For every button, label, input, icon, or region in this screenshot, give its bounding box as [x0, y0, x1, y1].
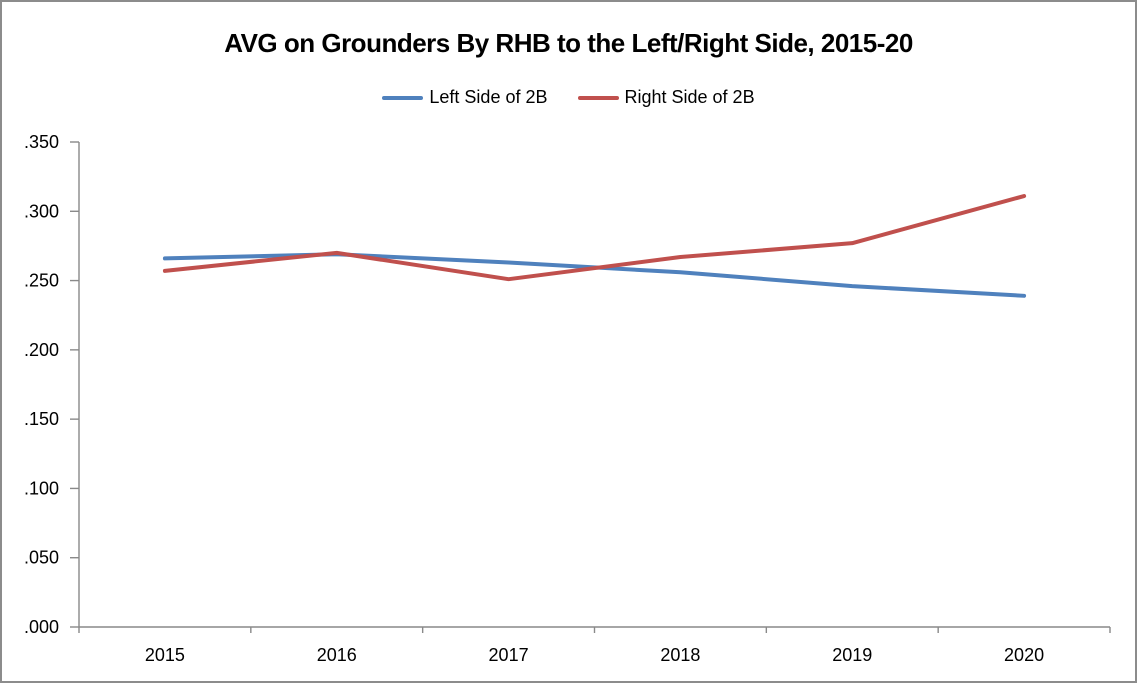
legend-swatch-right-side: [577, 95, 619, 100]
legend-swatch-left-side: [382, 95, 424, 100]
x-tick-label: 2017: [489, 645, 529, 665]
y-tick-label: .200: [24, 340, 59, 360]
legend-label-left-side: Left Side of 2B: [429, 87, 548, 107]
x-tick-label: 2015: [145, 645, 185, 665]
legend-label-right-side: Right Side of 2B: [624, 87, 755, 107]
y-tick-label: .100: [24, 478, 59, 498]
x-tick-label: 2016: [317, 645, 357, 665]
legend-item-left-side: Left Side of 2B: [382, 87, 548, 108]
series-line-0: [162, 252, 1027, 298]
x-tick-label: 2018: [660, 645, 700, 665]
y-tick-label: .050: [24, 548, 59, 568]
y-tick-label: .000: [24, 617, 59, 637]
legend: Left Side of 2B Right Side of 2B: [2, 87, 1135, 108]
x-tick-label: 2020: [1004, 645, 1044, 665]
y-tick-label: .250: [24, 271, 59, 291]
legend-item-right-side: Right Side of 2B: [577, 87, 755, 108]
series-line-1: [162, 194, 1027, 282]
chart-title: AVG on Grounders By RHB to the Left/Righ…: [224, 28, 913, 58]
x-tick-label: 2019: [832, 645, 872, 665]
y-tick-label: .150: [24, 409, 59, 429]
y-tick-label: .350: [24, 132, 59, 152]
y-tick-label: .300: [24, 201, 59, 221]
